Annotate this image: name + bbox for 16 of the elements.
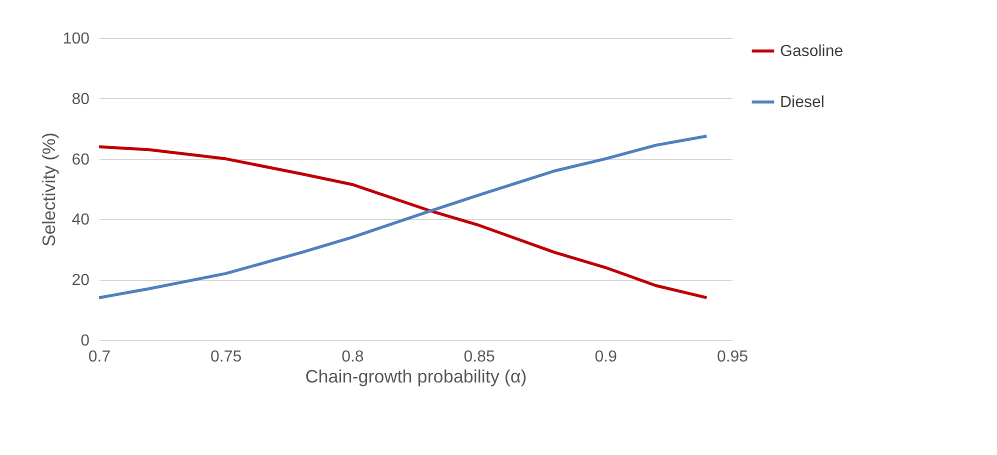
x-tick-label: 0.75 (210, 348, 242, 366)
x-tick-label: 0.9 (594, 348, 618, 366)
x-axis-title: Chain-growth probability (α) (305, 366, 527, 386)
x-tick-label: 0.8 (342, 348, 364, 366)
y-tick-label: 60 (72, 151, 90, 168)
y-tick-label: 80 (72, 90, 90, 108)
legend-label: Diesel (780, 94, 824, 111)
x-tick-label: 0.7 (88, 348, 111, 366)
y-axis-title: Selectivity (%) (38, 132, 59, 247)
y-tick-label: 40 (72, 212, 90, 229)
y-tick-label: 20 (72, 272, 90, 290)
x-tick-label: 0.85 (464, 348, 495, 366)
y-tick-label: 0 (80, 332, 90, 350)
y-tick-label: 100 (62, 30, 90, 48)
x-tick-label: 0.95 (716, 348, 748, 366)
legend-label: Gasoline (780, 43, 844, 60)
